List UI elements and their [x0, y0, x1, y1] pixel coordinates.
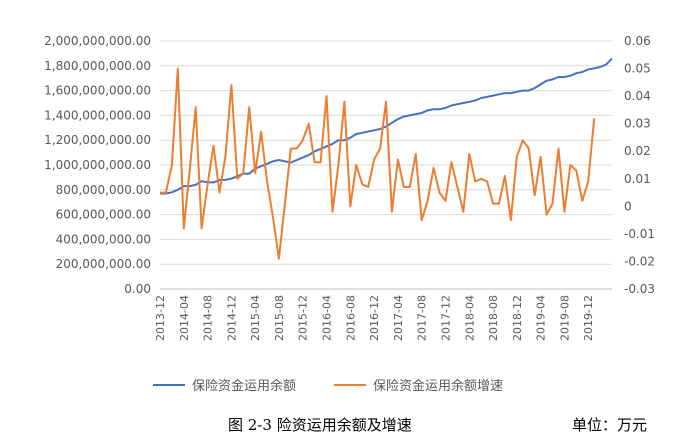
x-tick-label: 2019-04: [535, 295, 548, 341]
right-tick-label: 0.05: [624, 62, 651, 76]
x-tick-label: 2016-04: [321, 295, 334, 341]
series-line-growth: [160, 67, 596, 260]
left-tick-label: 0.00: [124, 282, 151, 296]
x-tick-label: 2015-12: [297, 295, 310, 341]
x-tick-label: 2016-12: [368, 295, 381, 341]
left-tick-label: 1,600,000,000.00: [44, 84, 151, 98]
left-tick-label: 1,400,000,000.00: [44, 108, 151, 122]
x-tick-label: 2014-08: [202, 295, 215, 341]
left-tick-label: 200,000,000.00: [56, 257, 151, 271]
x-tick-label: 2019-08: [558, 295, 571, 341]
legend-label-growth: 保险资金运用余额增速: [373, 378, 503, 394]
right-tick-label: 0.02: [624, 144, 651, 158]
x-tick-label: 2018-12: [511, 295, 524, 341]
left-tick-label: 400,000,000.00: [56, 232, 151, 246]
right-axis-ticks: -0.03 -0.02 -0.01 0 0.01 0.02 0.03 0.04 0.05 0.06: [624, 34, 655, 296]
right-tick-label: 0.01: [624, 172, 651, 186]
x-tick-label: 2018-04: [463, 295, 476, 341]
legend-label-balance: 保险资金运用余额: [192, 378, 296, 394]
left-tick-label: 2,000,000,000.00: [44, 34, 151, 48]
series-lines: [160, 57, 613, 260]
x-axis-ticks: 2013-12 2014-04 2014-08 2014-12 2015-04 2015-…: [154, 295, 595, 341]
right-tick-label: -0.03: [624, 282, 655, 296]
right-tick-label: 0: [624, 199, 632, 213]
right-tick-label: 0.03: [624, 117, 651, 131]
x-tick-label: 2014-12: [225, 295, 238, 341]
x-tick-label: 2019-12: [582, 295, 595, 341]
gridlines: [160, 40, 612, 265]
left-tick-label: 1,000,000,000.00: [44, 158, 151, 172]
left-tick-label: 1,800,000,000.00: [44, 59, 151, 73]
x-tick-label: 2015-04: [249, 295, 262, 341]
series-line-balance: [160, 57, 613, 195]
x-tick-label: 2015-08: [273, 295, 286, 341]
left-tick-label: 1,200,000,000.00: [44, 133, 151, 147]
left-axis-ticks: 0.00 200,000,000.00 400,000,000.00 600,000,…: [44, 34, 151, 296]
right-tick-label: 0.06: [624, 34, 651, 48]
x-tick-label: 2017-08: [416, 295, 429, 341]
legend: 保险资金运用余额 保险资金运用余额增速: [153, 378, 503, 394]
x-tick-label: 2014-04: [178, 295, 191, 341]
left-tick-label: 600,000,000.00: [56, 208, 151, 222]
x-tick-label: 2017-12: [439, 295, 452, 341]
right-tick-label: -0.02: [624, 254, 655, 268]
left-tick-label: 800,000,000.00: [56, 183, 151, 197]
right-tick-label: 0.04: [624, 89, 651, 103]
unit-label: 单位：万元: [572, 416, 648, 434]
x-tick-label: 2018-08: [487, 295, 500, 341]
x-tick-label: 2016-08: [344, 295, 357, 341]
x-tick-label: 2017-04: [392, 295, 405, 341]
x-tick-label: 2013-12: [154, 295, 167, 341]
figure-caption: 图 2-3 险资运用余额及增速: [228, 416, 412, 434]
right-tick-label: -0.01: [624, 227, 655, 241]
